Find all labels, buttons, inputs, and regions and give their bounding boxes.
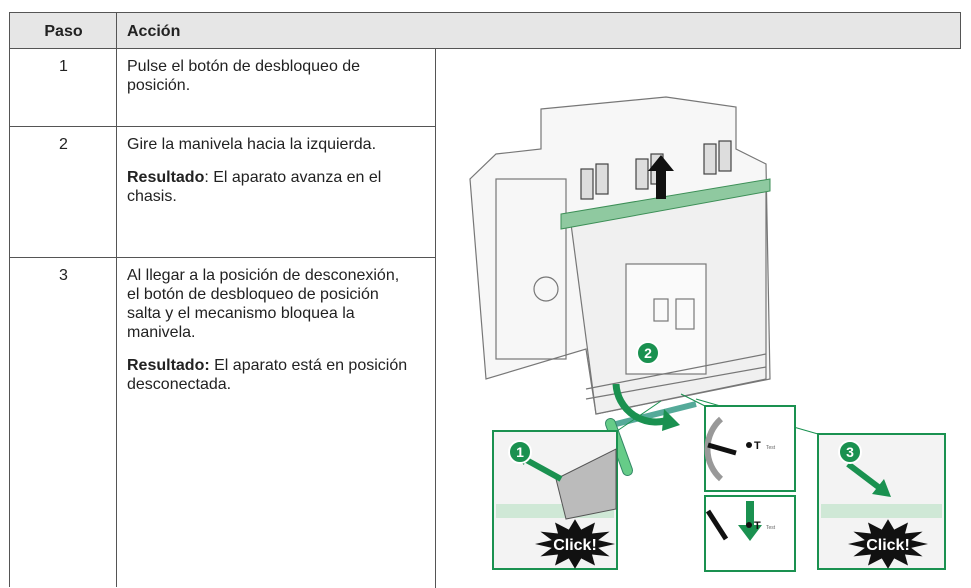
action-text: Al llegar a la posición de desconexión, … — [127, 267, 400, 341]
action-cell: Gire la manivela hacia la izquierda. Res… — [116, 126, 436, 258]
result-text: Resultado: El aparato avanza en el chasi… — [127, 168, 426, 206]
click-burst — [848, 519, 928, 569]
rotate-arrow — [612, 383, 673, 426]
callout-number: 2 — [644, 345, 652, 361]
up-arrow — [648, 155, 674, 199]
t-label: T — [754, 440, 761, 452]
test-dot — [746, 442, 752, 448]
callout-number: 1 — [516, 444, 524, 460]
action-cell: Al llegar a la posición de desconexión, … — [116, 257, 436, 587]
leader — [680, 393, 706, 407]
breaker-outline — [469, 96, 771, 415]
callout-badge — [838, 440, 862, 464]
result-value: : El aparato avanza en el chasis. — [127, 169, 382, 205]
callout-badge — [508, 440, 532, 464]
click-label: Click! — [866, 537, 910, 554]
rotate-arrow-head — [662, 409, 680, 431]
t-label: T — [754, 520, 761, 532]
result-text: Resultado: El aparato está en posición d… — [127, 356, 426, 394]
result-label: Resultado — [127, 169, 205, 186]
illustration: 1 2 3 Click! Click! T Test T Test — [469, 96, 946, 572]
crank — [615, 401, 697, 427]
step-cell: 3 — [9, 257, 117, 587]
click-label: Click! — [553, 537, 597, 554]
step-cell: 1 — [9, 48, 117, 127]
result-label: Resultado: — [127, 357, 210, 374]
leader — [616, 400, 662, 432]
callout-badge — [636, 341, 660, 365]
image-cell: 1 2 3 Click! Click! T Test T Test — [435, 48, 961, 588]
test-dot — [746, 522, 752, 528]
action-text: Gire la manivela hacia la izquierda. — [127, 136, 377, 153]
result-value: El aparato está en posición desconectada… — [127, 357, 408, 393]
action-text: Pulse el botón de desbloqueo de posición… — [127, 58, 361, 94]
callout-number: 3 — [846, 444, 854, 460]
test-label: Test — [766, 445, 776, 451]
header-cell: Acción — [116, 12, 961, 48]
green-rail — [560, 178, 771, 230]
click-burst — [535, 519, 615, 569]
test-label: Test — [766, 525, 776, 531]
step-cell: 2 — [9, 126, 117, 258]
action-cell: Pulse el botón de desbloqueo de posición… — [116, 48, 436, 127]
header-cell: Paso — [9, 12, 117, 48]
